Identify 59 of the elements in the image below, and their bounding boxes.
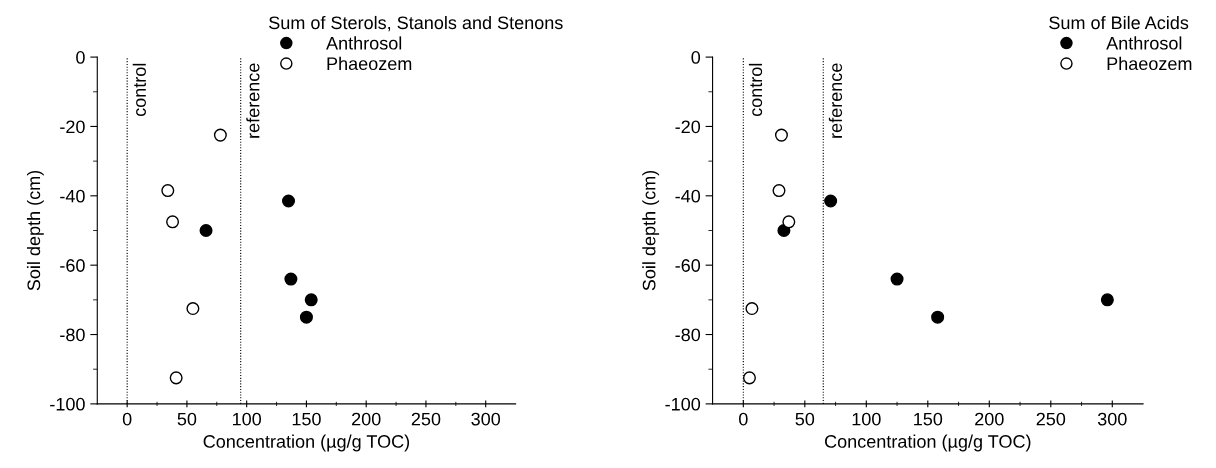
point: [284, 272, 298, 286]
ref-line-label: reference: [828, 63, 843, 138]
x-tick-label: 200: [975, 412, 1004, 426]
point: [161, 184, 175, 198]
y-tick-label: -80: [675, 328, 701, 342]
point: [199, 223, 213, 237]
point: [772, 184, 786, 198]
point: [774, 128, 788, 142]
ref-line-label: reference: [246, 63, 260, 138]
ref-line-label: control: [748, 63, 763, 117]
x-tick-label: 100: [232, 412, 262, 426]
y-tick-label: -20: [675, 120, 701, 134]
legend-title: Sum of Bile Acids: [1049, 15, 1189, 30]
y-axis-title: Soil depth (cm): [642, 170, 660, 291]
point: [281, 194, 296, 208]
point: [304, 293, 318, 307]
point: [742, 371, 756, 385]
point: [166, 215, 180, 229]
point: [745, 302, 759, 316]
ref-line-label: control: [132, 63, 146, 117]
x-tick-label: 50: [177, 412, 197, 426]
x-tick-label: 250: [1036, 412, 1066, 426]
point: [299, 310, 313, 324]
x-tick-label: 150: [914, 412, 943, 426]
point: [213, 128, 227, 142]
point: [931, 310, 945, 324]
y-axis-title: Soil depth (cm): [26, 170, 44, 291]
legend-label: Anthrosol: [326, 36, 402, 50]
x-tick-label: 100: [852, 412, 881, 426]
point: [1100, 293, 1114, 307]
point: [824, 194, 838, 208]
x-axis-title: Concentration (µg/g TOC): [825, 434, 1031, 452]
point: [890, 272, 904, 286]
legend-label: Phaeozem: [1107, 56, 1192, 71]
y-tick-label: -100: [665, 397, 701, 411]
legend-label: Phaeozem: [327, 56, 412, 71]
x-tick-label: 0: [122, 412, 132, 426]
point: [169, 371, 183, 385]
x-tick-label: 300: [471, 412, 501, 426]
y-tick-label: -40: [60, 189, 85, 203]
y-tick-label: -60: [675, 259, 701, 272]
x-tick-label: 300: [1097, 412, 1127, 426]
y-tick-label: -20: [60, 120, 85, 134]
x-tick-label: 0: [739, 412, 748, 426]
legend-label: Anthrosol: [1106, 36, 1182, 50]
x-tick-label: 250: [411, 412, 441, 426]
x-tick-label: 50: [795, 412, 815, 426]
y-tick-label: -40: [675, 189, 701, 203]
point: [186, 302, 200, 316]
x-axis-title: Concentration (µg/g TOC): [203, 434, 410, 452]
legend-title: Sum of Sterols, Stanols and Stenons: [269, 15, 563, 32]
x-tick-label: 150: [292, 412, 321, 426]
point: [782, 215, 796, 229]
y-tick-label: -60: [60, 259, 85, 272]
y-tick-label: 0: [691, 51, 701, 64]
y-tick-label: 0: [76, 51, 85, 64]
y-tick-label: -80: [60, 328, 85, 342]
x-tick-label: 200: [352, 412, 381, 426]
y-tick-label: -100: [50, 397, 85, 411]
